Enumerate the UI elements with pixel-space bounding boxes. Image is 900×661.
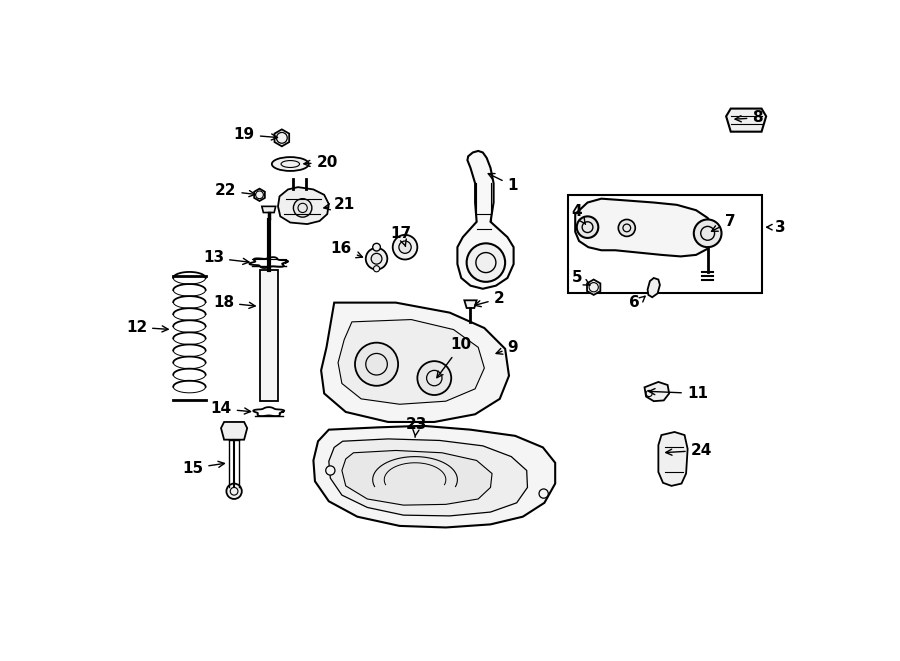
- Text: 9: 9: [496, 340, 518, 355]
- Circle shape: [539, 489, 548, 498]
- Polygon shape: [221, 422, 248, 440]
- Text: 15: 15: [182, 461, 224, 476]
- Text: 4: 4: [572, 204, 586, 224]
- Text: 7: 7: [712, 214, 735, 231]
- Circle shape: [365, 248, 387, 270]
- Text: 6: 6: [629, 295, 640, 310]
- Polygon shape: [254, 188, 265, 201]
- Text: 3: 3: [776, 219, 786, 235]
- Polygon shape: [648, 278, 660, 297]
- Polygon shape: [457, 151, 514, 289]
- Polygon shape: [262, 206, 275, 213]
- Circle shape: [618, 219, 635, 237]
- Text: 17: 17: [391, 226, 412, 247]
- Circle shape: [399, 241, 411, 253]
- Text: 13: 13: [203, 251, 249, 266]
- Circle shape: [326, 466, 335, 475]
- Text: 22: 22: [215, 184, 256, 198]
- Text: 5: 5: [572, 270, 590, 286]
- Ellipse shape: [272, 157, 309, 171]
- Text: 18: 18: [213, 295, 256, 310]
- Polygon shape: [464, 300, 477, 308]
- Polygon shape: [644, 382, 669, 401]
- Text: 8: 8: [735, 110, 763, 126]
- Circle shape: [355, 342, 398, 386]
- Text: 19: 19: [234, 128, 277, 142]
- Bar: [259, 270, 278, 401]
- Text: 20: 20: [304, 155, 338, 170]
- Circle shape: [373, 243, 381, 251]
- Circle shape: [392, 235, 418, 260]
- Polygon shape: [313, 426, 555, 527]
- Polygon shape: [659, 432, 688, 486]
- Text: 24: 24: [666, 443, 712, 458]
- Polygon shape: [587, 280, 600, 295]
- Circle shape: [694, 219, 722, 247]
- Polygon shape: [278, 187, 328, 224]
- Text: 2: 2: [474, 292, 504, 307]
- Polygon shape: [328, 439, 527, 516]
- Circle shape: [293, 199, 312, 217]
- Circle shape: [466, 243, 505, 282]
- Circle shape: [227, 484, 242, 499]
- Polygon shape: [321, 303, 509, 422]
- Polygon shape: [338, 319, 484, 405]
- Text: 11: 11: [649, 386, 708, 401]
- Polygon shape: [342, 450, 492, 505]
- Circle shape: [577, 216, 598, 238]
- Text: 23: 23: [406, 417, 428, 438]
- Text: 16: 16: [330, 241, 363, 258]
- Text: 1: 1: [488, 174, 518, 193]
- Text: 12: 12: [126, 320, 168, 334]
- Polygon shape: [575, 199, 714, 256]
- Circle shape: [418, 361, 451, 395]
- Polygon shape: [274, 130, 289, 146]
- Text: 10: 10: [436, 338, 472, 377]
- Circle shape: [374, 266, 380, 272]
- Circle shape: [371, 253, 382, 264]
- Bar: [568, 195, 762, 293]
- Text: 14: 14: [211, 401, 250, 416]
- Polygon shape: [726, 108, 766, 132]
- Text: 21: 21: [324, 196, 356, 212]
